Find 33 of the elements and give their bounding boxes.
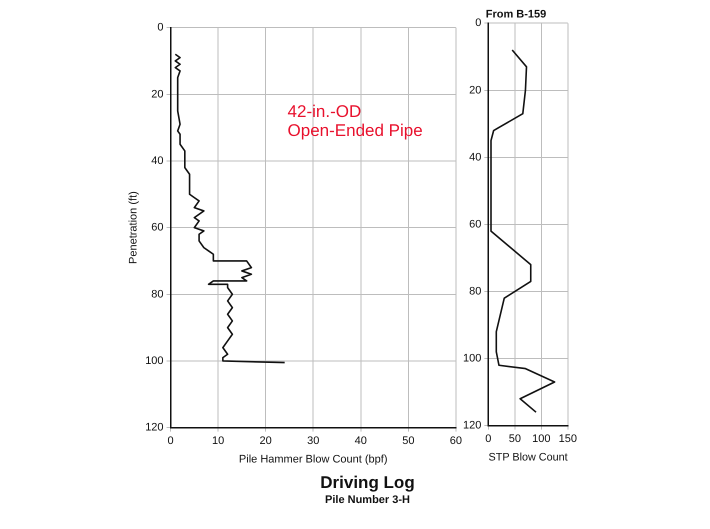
y-tick-label: 20 (469, 84, 482, 96)
y-tick-label: 120 (145, 422, 164, 434)
y-tick-label: 60 (151, 222, 164, 234)
annotation: 42-in.-OD (288, 102, 362, 121)
text: Pile Number 3-H (324, 494, 411, 506)
y-tick-label: 60 (469, 218, 482, 230)
x-tick-label: 40 (354, 435, 367, 448)
y-tick-label: 40 (151, 154, 164, 167)
x-axis-title: STP Blow Count (488, 451, 568, 464)
text: Driving Log (319, 473, 416, 493)
x-tick-label: 50 (402, 435, 414, 448)
x-tick-label: 60 (450, 435, 462, 448)
annotation: Open-Ended Pipe (288, 120, 423, 140)
y-tick-label: 80 (151, 288, 164, 300)
x-tick-label: 10 (212, 435, 224, 448)
x-tick-label: 100 (532, 433, 551, 446)
y-tick-label: 0 (475, 17, 482, 30)
x-tick-label: 0 (167, 435, 174, 448)
x-tick-label: 20 (260, 435, 272, 448)
y-tick-label: 100 (145, 354, 164, 367)
y-tick-label: 100 (462, 352, 482, 365)
x-axis-title: Pile Hammer Blow Count (bpf) (238, 453, 388, 466)
y-tick-label: 0 (157, 22, 164, 34)
y-axis-title: Penetration (ft) (128, 191, 140, 264)
y-tick-label: 20 (151, 88, 164, 100)
y-tick-label: 120 (462, 420, 482, 432)
x-tick-label: 30 (307, 435, 320, 448)
y-tick-label: 80 (469, 286, 482, 298)
y-tick-label: 40 (469, 151, 482, 164)
chart-title: From B-159 (486, 8, 546, 21)
x-tick-label: 50 (508, 433, 521, 446)
x-tick-label: 150 (558, 433, 578, 446)
x-tick-label: 0 (485, 433, 492, 446)
